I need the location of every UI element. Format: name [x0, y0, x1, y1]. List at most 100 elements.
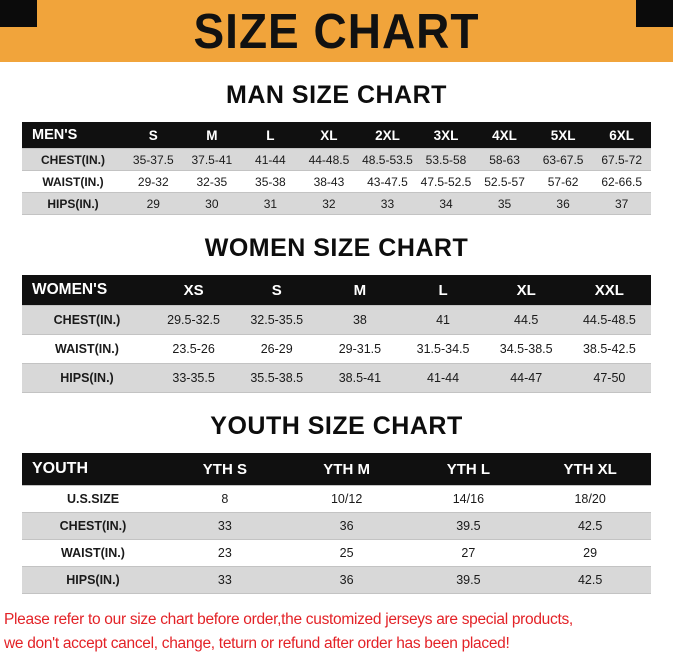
value-cell: 29.5-32.5 [152, 305, 236, 335]
value-cell: 58-63 [475, 148, 534, 171]
table-row: WAIST(IN.) 23 25 27 29 [22, 539, 651, 567]
value-cell: 18/20 [529, 485, 651, 513]
size-table-0: MEN'S S M L XL 2XL 3XL 4XL 5XL 6XL CHEST(IN.) 35-37… [22, 122, 651, 215]
size-header-cell: YTH S [164, 453, 286, 486]
size-header-cell: S [235, 275, 319, 306]
value-cell: 26-29 [235, 334, 319, 364]
corner-block-right [636, 0, 673, 27]
table-title-cell: YOUTH [22, 453, 164, 486]
value-cell: 47-50 [567, 363, 651, 393]
value-cell: 63-67.5 [533, 148, 593, 171]
value-cell: 38.5-42.5 [567, 334, 651, 364]
value-cell: 32 [299, 192, 359, 215]
value-cell: 37.5-41 [182, 148, 242, 171]
table-row: U.S.SIZE 8 10/12 14/16 18/20 [22, 485, 651, 513]
size-header-cell: 3XL [416, 122, 476, 149]
table-row: WAIST(IN.) 23.5-26 26-29 29-31.5 31.5-34.5 34… [22, 334, 651, 364]
table-row: HIPS(IN.) 29 30 31 32 33 34 35 36 37 [22, 192, 651, 215]
value-cell: 29 [529, 539, 651, 567]
footer-line-2: we don't accept cancel, change, teturn o… [4, 635, 510, 653]
footer-note: Please refer to our size chart before or… [4, 608, 673, 656]
row-label-cell: HIPS(IN.) [22, 566, 164, 594]
value-cell: 38-43 [299, 170, 359, 193]
value-cell: 41-44 [401, 363, 485, 393]
size-header-cell: L [241, 122, 300, 149]
section-heading-0: MAN SIZE CHART [226, 81, 447, 109]
value-cell: 44.5 [484, 305, 568, 335]
table-row: HIPS(IN.) 33 36 39.5 42.5 [22, 566, 651, 594]
size-header-cell: XL [484, 275, 568, 306]
value-cell: 30 [182, 192, 242, 215]
size-header-cell: S [124, 122, 183, 149]
value-cell: 33-35.5 [152, 363, 236, 393]
value-cell: 29 [124, 192, 183, 215]
size-header-cell: M [318, 275, 402, 306]
value-cell: 35-38 [241, 170, 300, 193]
value-cell: 8 [164, 485, 286, 513]
title-banner: SIZE CHART [0, 0, 673, 62]
table-header-row: YOUTH YTH S YTH M YTH L YTH XL [22, 453, 651, 486]
table-row: CHEST(IN.) 35-37.5 37.5-41 41-44 44-48.5 48.5… [22, 148, 651, 171]
value-cell: 44-47 [484, 363, 568, 393]
value-cell: 44-48.5 [299, 148, 359, 171]
value-cell: 62-66.5 [592, 170, 651, 193]
value-cell: 57-62 [533, 170, 593, 193]
value-cell: 38.5-41 [318, 363, 402, 393]
value-cell: 33 [164, 512, 286, 540]
value-cell: 36 [285, 566, 408, 594]
value-cell: 41 [401, 305, 485, 335]
section-heading-2: YOUTH SIZE CHART [210, 412, 463, 440]
value-cell: 33 [358, 192, 417, 215]
value-cell: 32-35 [182, 170, 242, 193]
value-cell: 27 [407, 539, 530, 567]
value-cell: 33 [164, 566, 286, 594]
value-cell: 31 [241, 192, 300, 215]
value-cell: 35 [475, 192, 534, 215]
value-cell: 37 [592, 192, 651, 215]
size-header-cell: XL [299, 122, 359, 149]
row-label-cell: WAIST(IN.) [22, 334, 152, 364]
row-label-cell: CHEST(IN.) [22, 512, 164, 540]
value-cell: 14/16 [407, 485, 530, 513]
value-cell: 10/12 [285, 485, 408, 513]
value-cell: 34.5-38.5 [484, 334, 568, 364]
value-cell: 36 [285, 512, 408, 540]
value-cell: 52.5-57 [475, 170, 534, 193]
table-row: CHEST(IN.) 29.5-32.5 32.5-35.5 38 41 44.5 44.5… [22, 305, 651, 335]
size-header-cell: YTH L [407, 453, 530, 486]
value-cell: 29-32 [124, 170, 183, 193]
row-label-cell: CHEST(IN.) [22, 148, 124, 171]
page-title: SIZE CHART [193, 3, 480, 59]
size-header-cell: L [401, 275, 485, 306]
size-chart-sections: MAN SIZE CHART MEN'S S M L XL 2XL 3XL 4XL 5XL 6XL C… [0, 81, 673, 594]
size-header-cell: YTH XL [529, 453, 651, 486]
value-cell: 35.5-38.5 [235, 363, 319, 393]
table-title-cell: WOMEN'S [22, 275, 152, 306]
value-cell: 29-31.5 [318, 334, 402, 364]
value-cell: 23.5-26 [152, 334, 236, 364]
value-cell: 25 [285, 539, 408, 567]
size-header-cell: XXL [567, 275, 651, 306]
size-header-cell: 5XL [533, 122, 593, 149]
value-cell: 47.5-52.5 [416, 170, 476, 193]
table-title-cell: MEN'S [22, 122, 124, 149]
value-cell: 34 [416, 192, 476, 215]
value-cell: 48.5-53.5 [358, 148, 417, 171]
size-header-cell: YTH M [285, 453, 408, 486]
value-cell: 41-44 [241, 148, 300, 171]
value-cell: 53.5-58 [416, 148, 476, 171]
size-table-1: WOMEN'S XS S M L XL XXL CHEST(IN.) 29.5-32.5 32.5… [22, 275, 651, 393]
size-header-cell: 6XL [592, 122, 651, 149]
table-row: CHEST(IN.) 33 36 39.5 42.5 [22, 512, 651, 540]
value-cell: 39.5 [407, 512, 530, 540]
section-heading-1: WOMEN SIZE CHART [204, 234, 469, 262]
value-cell: 43-47.5 [358, 170, 417, 193]
table-row: HIPS(IN.) 33-35.5 35.5-38.5 38.5-41 41-44 44-… [22, 363, 651, 393]
value-cell: 38 [318, 305, 402, 335]
row-label-cell: WAIST(IN.) [22, 539, 164, 567]
value-cell: 42.5 [529, 512, 651, 540]
table-header-row: WOMEN'S XS S M L XL XXL [22, 275, 651, 306]
row-label-cell: CHEST(IN.) [22, 305, 152, 335]
value-cell: 23 [164, 539, 286, 567]
size-header-cell: M [182, 122, 242, 149]
